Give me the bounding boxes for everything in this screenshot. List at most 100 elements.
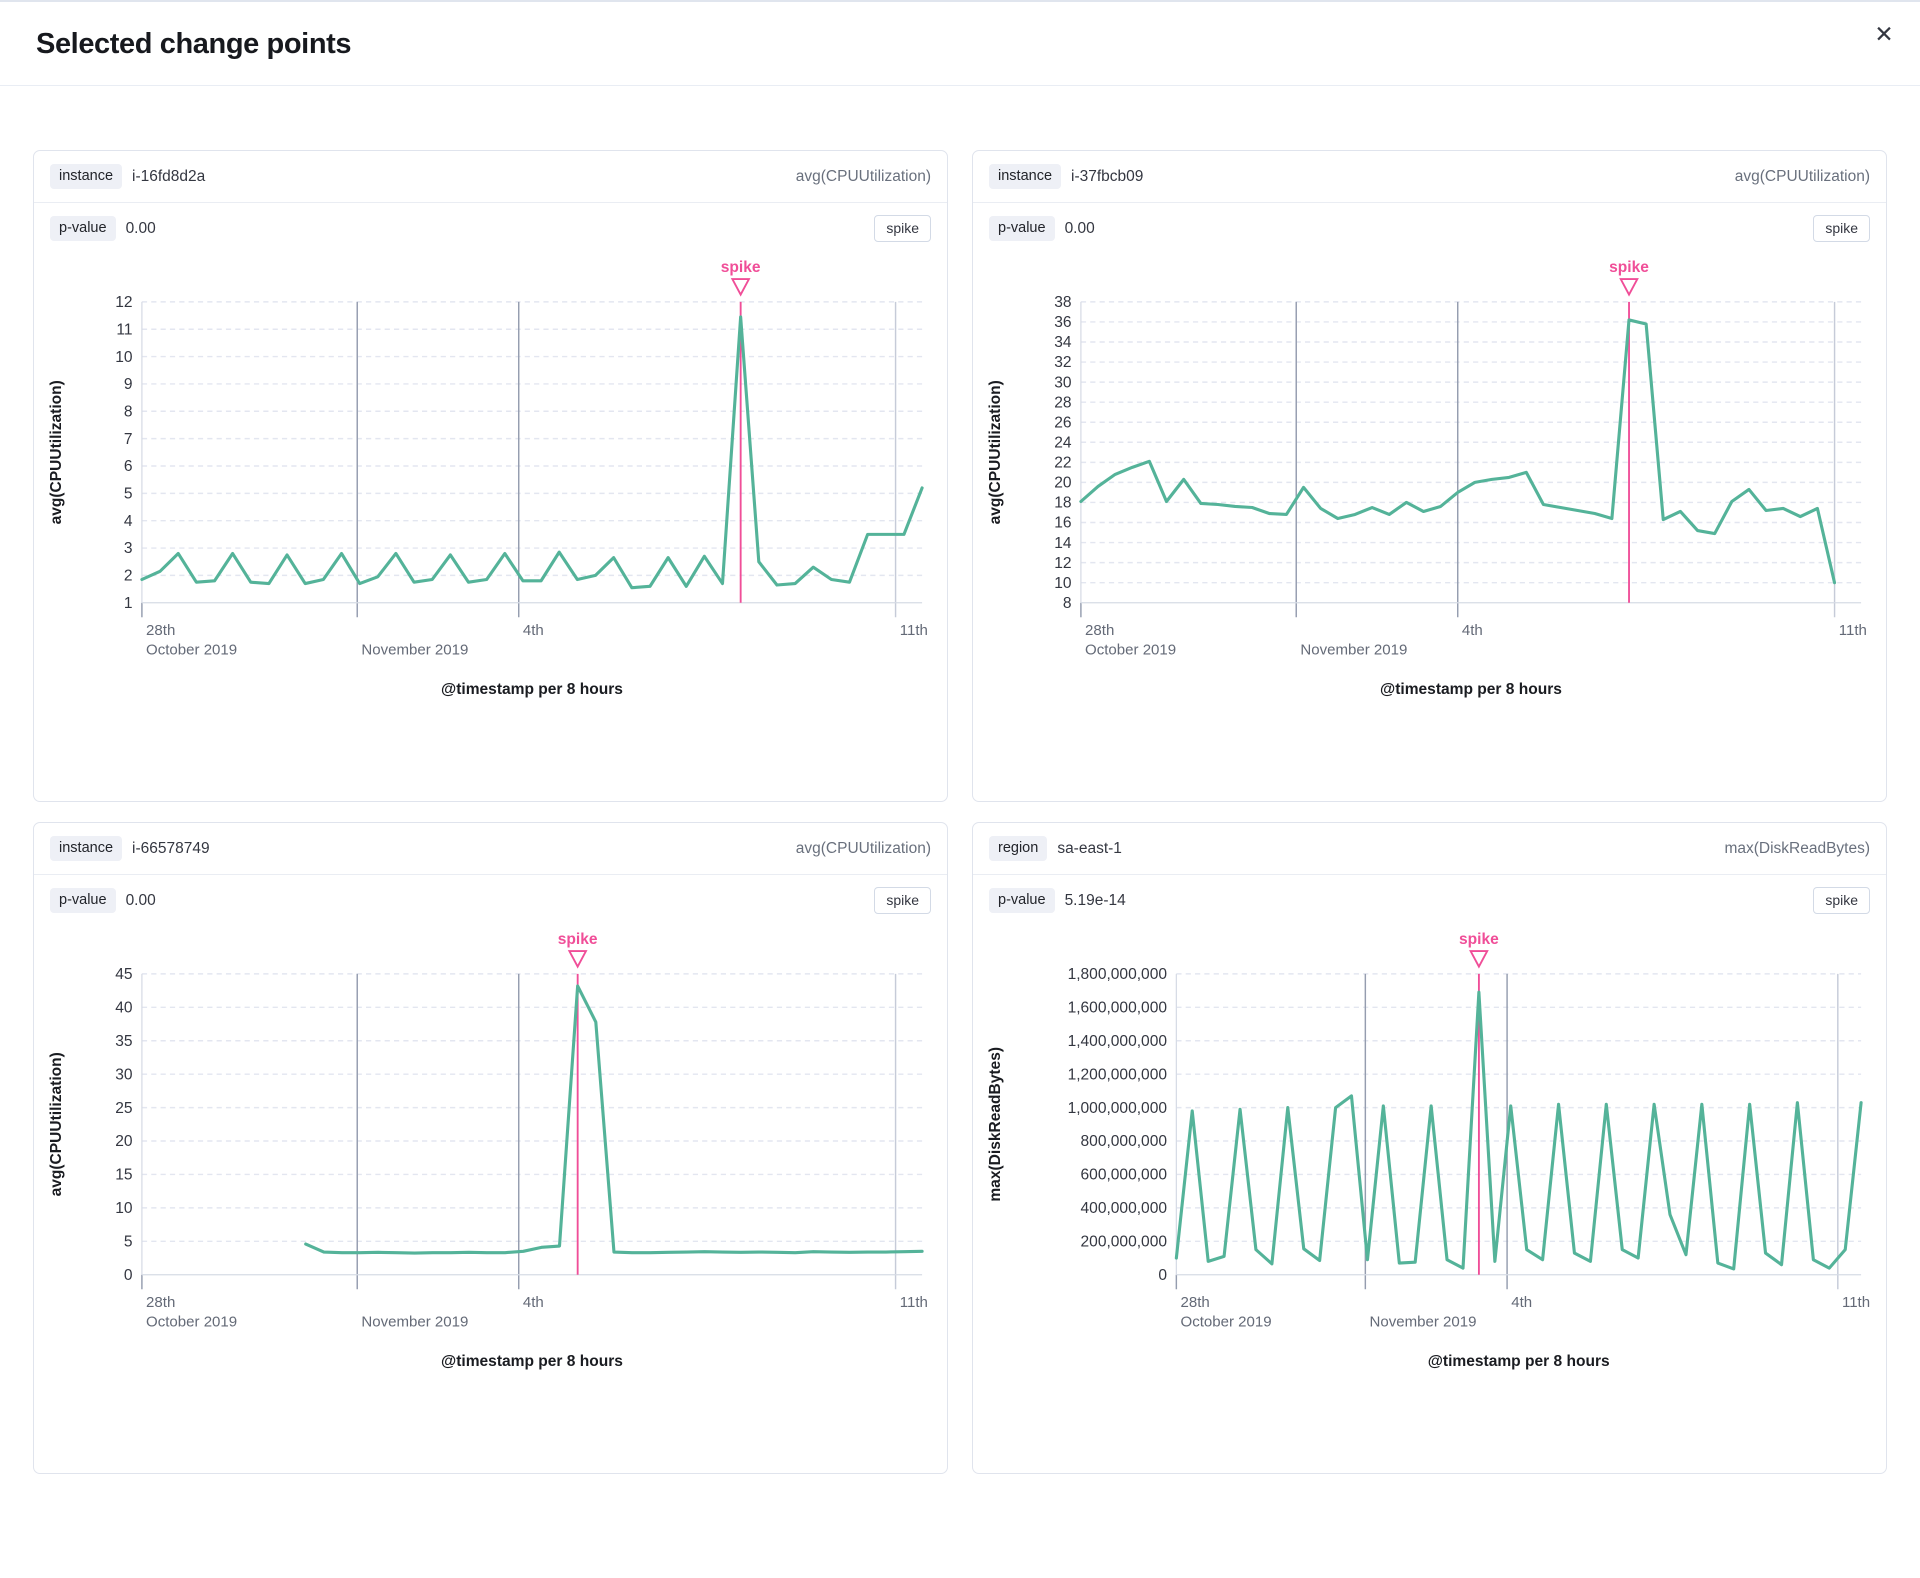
y-tick-label: 1,200,000,000: [1068, 1066, 1168, 1083]
metric-line-series: [140, 315, 924, 590]
group-field-badge: instance: [989, 164, 1062, 189]
y-tick-label: 10: [115, 1200, 133, 1217]
y-tick-label: 30: [1054, 374, 1072, 391]
p-value-badge: p-value: [989, 888, 1055, 913]
y-tick-label: 1,800,000,000: [1068, 966, 1168, 983]
y-tick-label: 0: [1158, 1267, 1167, 1284]
x-tick-label: November 2019: [1300, 642, 1407, 659]
panel-subheader: p-value 0.00 spike: [973, 203, 1886, 246]
y-tick-label: 8: [124, 403, 133, 420]
x-axis-title: @timestamp per 8 hours: [441, 681, 623, 698]
group-value: i-16fd8d2a: [132, 167, 206, 185]
change-point-chart: 8 10 12 14 16 18 20 22 24 26 28 30 32 34 36 38 28th Octob…: [987, 259, 1867, 698]
y-tick-label: 28: [1054, 394, 1071, 411]
y-tick-label: 1,000,000,000: [1068, 1100, 1168, 1117]
y-tick-label: 22: [1054, 455, 1071, 472]
group-value: i-37fbcb09: [1071, 167, 1144, 185]
y-tick-label: 11: [116, 321, 132, 338]
x-tick-label: 28th: [1085, 622, 1114, 639]
y-tick-label: 1: [124, 595, 133, 612]
x-tick-label: 11th: [900, 622, 928, 639]
x-tick-label: October 2019: [1181, 1314, 1272, 1331]
x-tick-label: 4th: [523, 1294, 544, 1311]
panel-header: region sa-east-1 max(DiskReadBytes): [973, 823, 1886, 875]
x-tick-label: 28th: [1181, 1294, 1210, 1311]
y-tick-label: 20: [115, 1133, 133, 1150]
p-value-info: p-value 0.00: [50, 888, 156, 913]
y-tick-label: 9: [124, 376, 133, 393]
x-tick-label: October 2019: [1085, 642, 1176, 659]
y-tick-label: 3: [124, 540, 133, 557]
y-tick-label: 8: [1063, 595, 1072, 612]
spike-marker-icon: [730, 278, 751, 297]
x-axis-title: @timestamp per 8 hours: [1428, 1353, 1610, 1370]
y-tick-label: 24: [1054, 434, 1072, 451]
y-tick-label: 15: [115, 1167, 132, 1184]
metric-line-series: [1174, 990, 1863, 1271]
metric-line-series: [1079, 318, 1837, 585]
p-value: 5.19e-14: [1064, 891, 1126, 909]
y-tick-label: 0: [124, 1267, 133, 1284]
y-tick-label: 36: [1054, 314, 1071, 331]
x-tick-label: November 2019: [1369, 1314, 1476, 1331]
flyout-header: Selected change points ✕: [0, 2, 1920, 86]
y-tick-label: 400,000,000: [1081, 1200, 1168, 1217]
group-info: instance i-66578749: [50, 836, 210, 861]
close-icon[interactable]: ✕: [1866, 16, 1902, 52]
y-axis-title: avg(CPUUtilization): [48, 380, 65, 524]
spike-annotation-label: spike: [721, 259, 761, 276]
p-value: 0.00: [125, 891, 156, 909]
metric-line-series: [304, 984, 924, 1255]
y-tick-label: 18: [1054, 495, 1071, 512]
change-type-badge: spike: [874, 887, 931, 914]
y-tick-label: 32: [1054, 354, 1071, 371]
group-field-badge: region: [989, 836, 1048, 861]
panel-subheader: p-value 0.00 spike: [34, 875, 947, 918]
y-tick-label: 6: [124, 458, 133, 475]
panel-header: instance i-16fd8d2a avg(CPUUtilization): [34, 151, 947, 203]
x-tick-label: November 2019: [361, 642, 468, 659]
x-tick-label: October 2019: [146, 642, 237, 659]
y-tick-label: 800,000,000: [1081, 1133, 1168, 1150]
y-tick-label: 40: [115, 999, 133, 1016]
x-tick-label: November 2019: [361, 1314, 468, 1331]
metric-label: avg(CPUUtilization): [795, 167, 931, 185]
y-tick-label: 20: [1054, 475, 1072, 492]
p-value: 0.00: [1064, 219, 1095, 237]
x-tick-label: October 2019: [146, 1314, 237, 1331]
change-point-panel: instance i-66578749 avg(CPUUtilization) …: [33, 822, 948, 1474]
y-tick-label: 4: [124, 513, 133, 530]
y-axis-title: avg(CPUUtilization): [48, 1052, 65, 1196]
y-tick-label: 1,400,000,000: [1068, 1033, 1168, 1050]
panel-header: instance i-37fbcb09 avg(CPUUtilization): [973, 151, 1886, 203]
change-point-panel: instance i-16fd8d2a avg(CPUUtilization) …: [33, 150, 948, 802]
y-tick-label: 200,000,000: [1081, 1234, 1168, 1251]
group-field-badge: instance: [50, 164, 123, 189]
y-tick-label: 7: [124, 431, 133, 448]
change-type-badge: spike: [1813, 215, 1870, 242]
panel-header: instance i-66578749 avg(CPUUtilization): [34, 823, 947, 875]
y-tick-label: 16: [1054, 515, 1071, 532]
spike-annotation-label: spike: [1609, 259, 1649, 276]
change-point-chart: 0 200,000,000 400,000,000 600,000,000 800,00…: [987, 931, 1870, 1370]
metric-label: max(DiskReadBytes): [1724, 839, 1870, 857]
y-tick-label: 12: [1054, 555, 1071, 572]
p-value-badge: p-value: [989, 216, 1055, 241]
panel-subheader: p-value 0.00 spike: [34, 203, 947, 246]
change-type-badge: spike: [874, 215, 931, 242]
y-tick-label: 45: [115, 966, 132, 983]
y-tick-label: 5: [124, 486, 133, 503]
y-axis-title: max(DiskReadBytes): [987, 1047, 1004, 1202]
p-value-info: p-value 5.19e-14: [989, 888, 1126, 913]
metric-label: avg(CPUUtilization): [1734, 167, 1870, 185]
spike-marker-icon: [567, 950, 588, 969]
y-tick-label: 600,000,000: [1081, 1167, 1168, 1184]
spike-marker-icon: [1469, 950, 1489, 969]
y-tick-label: 25: [115, 1100, 132, 1117]
spike-annotation-label: spike: [558, 931, 598, 948]
p-value-badge: p-value: [50, 888, 116, 913]
p-value-badge: p-value: [50, 216, 116, 241]
x-tick-label: 11th: [1839, 622, 1867, 639]
